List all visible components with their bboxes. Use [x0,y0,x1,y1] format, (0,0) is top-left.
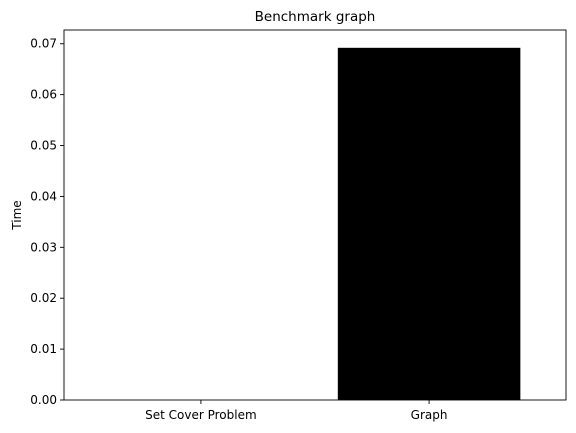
x-tick-label-0: Set Cover Problem [145,408,257,422]
chart-title: Benchmark graph [255,9,376,25]
y-axis: 0.00 0.01 0.02 0.03 0.04 0.05 0.06 0.07 [30,37,64,407]
y-tick-label-2: 0.02 [30,291,57,305]
y-tick-label-0: 0.00 [30,393,57,407]
y-tick-label-1: 0.01 [30,342,57,356]
bars-group [337,47,521,401]
y-tick-label-4: 0.04 [30,189,57,203]
x-tick-label-1: Graph [411,408,448,422]
bar-1 [337,47,521,401]
y-tick-label-7: 0.07 [30,37,57,51]
plot-frame [63,29,567,401]
y-tick-label-6: 0.06 [30,88,57,102]
x-axis: Set Cover Problem Graph [145,400,447,422]
y-tick-label-5: 0.05 [30,139,57,153]
y-tick-label-3: 0.03 [30,240,57,254]
y-axis-label: Time [10,200,24,230]
